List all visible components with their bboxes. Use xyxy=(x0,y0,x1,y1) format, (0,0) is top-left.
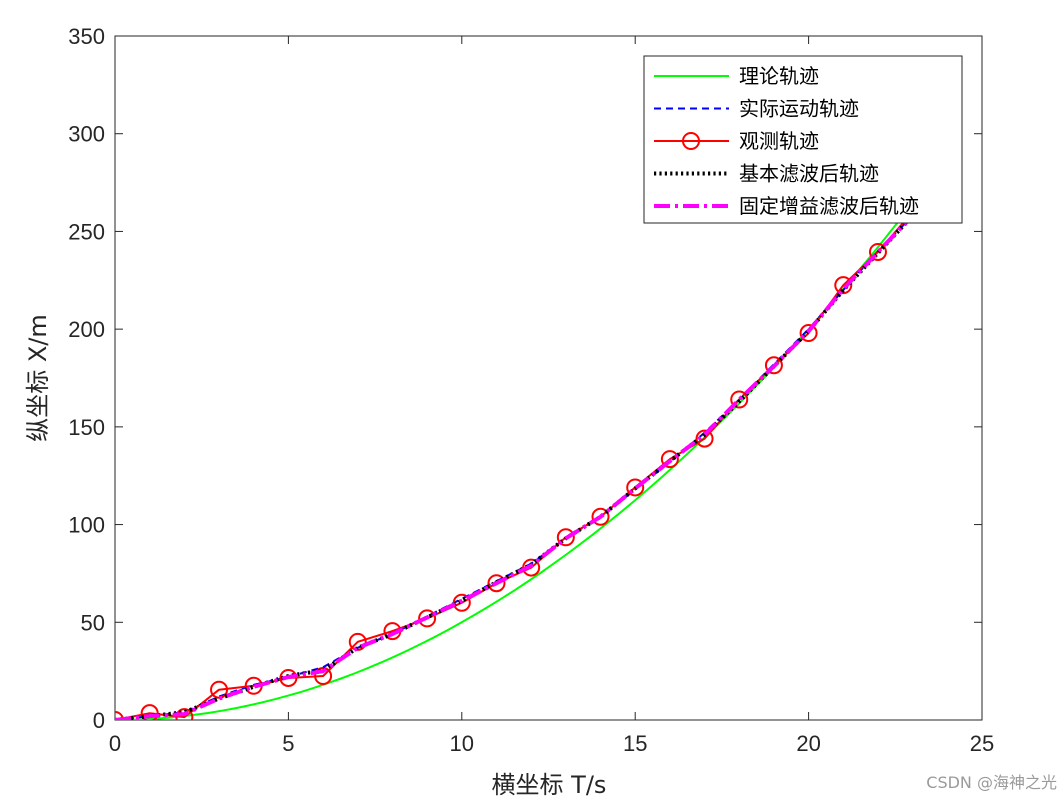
y-tick-label: 100 xyxy=(68,513,105,538)
legend-label-0: 理论轨迹 xyxy=(739,64,819,88)
legend-label-4: 固定增益滤波后轨迹 xyxy=(739,194,919,218)
x-axis-label: 横坐标 T/s xyxy=(492,771,607,797)
legend-marker xyxy=(682,132,700,150)
observation-point xyxy=(591,507,610,526)
x-tick-label: 5 xyxy=(282,731,294,756)
observation-point xyxy=(279,668,298,687)
legend-box xyxy=(643,55,963,224)
y-tick-label: 350 xyxy=(68,24,105,49)
y-tick-label: 250 xyxy=(68,219,105,244)
observation-point xyxy=(695,429,714,448)
y-tick-label: 50 xyxy=(81,610,105,635)
x-tick-label: 20 xyxy=(796,731,820,756)
watermark: CSDN @海神之光 xyxy=(926,773,1057,792)
observation-point xyxy=(140,704,159,720)
legend-label-1: 实际运动轨迹 xyxy=(739,97,859,121)
observation-point xyxy=(418,609,437,628)
x-axis: 0 5 10 15 20 25 xyxy=(109,36,994,756)
y-axis-label: 纵坐标 X/m xyxy=(24,314,52,442)
observation-point xyxy=(868,242,887,261)
observation-point xyxy=(175,708,194,720)
x-tick-label: 10 xyxy=(450,731,474,756)
y-tick-label: 200 xyxy=(68,317,105,342)
y-tick-label: 300 xyxy=(68,122,105,147)
x-tick-label: 15 xyxy=(623,731,647,756)
series-group xyxy=(115,202,922,720)
observation-point xyxy=(764,356,783,375)
observation-point xyxy=(660,450,679,469)
x-tick-label: 25 xyxy=(970,731,994,756)
y-tick-label: 0 xyxy=(93,708,105,733)
legend-label-2: 观测轨迹 xyxy=(739,129,819,153)
observation-point xyxy=(626,478,645,497)
series-line-4 xyxy=(115,214,915,720)
legend-label-3: 基本滤波后轨迹 xyxy=(739,162,879,186)
observation-point xyxy=(730,390,749,409)
x-tick-label: 0 xyxy=(109,731,121,756)
observation-point xyxy=(487,574,506,593)
observation-point xyxy=(556,528,575,547)
observation-point xyxy=(799,324,818,343)
y-tick-label: 150 xyxy=(68,415,105,440)
y-axis: 0 50 100 150 200 250 300 350 xyxy=(68,24,982,733)
observation-point xyxy=(210,680,229,699)
